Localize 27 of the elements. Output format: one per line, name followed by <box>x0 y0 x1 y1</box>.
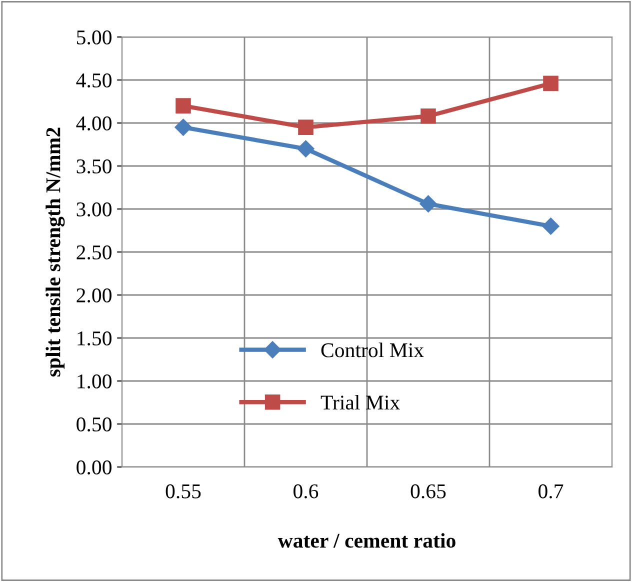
point <box>542 218 560 235</box>
y-tick-label: 3.00 <box>76 202 112 217</box>
x-axis-title: water / cement ratio <box>278 533 456 548</box>
y-tick-label: 5.00 <box>77 30 112 45</box>
y-tick-label: 3.50 <box>76 159 112 174</box>
point <box>298 120 314 135</box>
y-tick-label: 4.00 <box>76 116 112 131</box>
x-tick-label: 0.6 <box>294 484 318 498</box>
point <box>176 98 191 114</box>
x-tick-label: 0.65 <box>410 484 446 498</box>
legend-label: Control Mix <box>321 342 424 358</box>
point <box>174 118 192 136</box>
y-tick-label: 0.50 <box>76 417 112 432</box>
point <box>420 195 437 212</box>
y-tick-label: 2.50 <box>76 245 112 260</box>
point <box>297 140 314 158</box>
point <box>420 108 436 124</box>
legend-label: Trial Mix <box>320 394 400 410</box>
y-tick-label: 1.50 <box>78 331 112 346</box>
y-tick-label: 4.50 <box>76 73 112 88</box>
x-tick-label: 0.55 <box>166 484 201 498</box>
y-tick-label: 1.00 <box>78 374 112 389</box>
point <box>543 76 558 92</box>
y-axis-title: split tensile strength N/mm2 <box>46 128 65 376</box>
y-tick-label: 0.00 <box>76 460 112 475</box>
x-tick-label: 0.7 <box>538 484 564 498</box>
y-tick-label: 2.00 <box>76 288 112 303</box>
